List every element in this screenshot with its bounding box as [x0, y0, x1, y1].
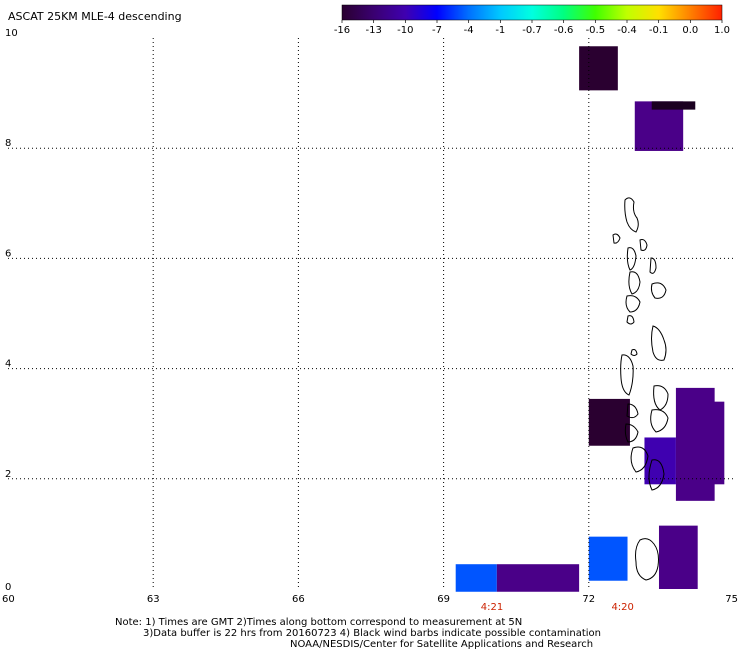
atoll-outline [651, 325, 667, 361]
atoll-outline [630, 446, 649, 473]
x-tick-label: 66 [292, 594, 305, 605]
map-title: ASCAT 25KM MLE-4 descending [8, 10, 182, 23]
note-line-2: 3)Data buffer is 22 hrs from 20160723 4)… [143, 628, 601, 639]
swath-cell [588, 536, 628, 581]
time-label: 4:20 [611, 602, 633, 613]
atoll-outline [624, 197, 639, 233]
swath-cell [658, 525, 698, 589]
atoll-outline [635, 538, 659, 581]
x-tick-label: 69 [437, 594, 450, 605]
colorbar-label: -16 [334, 25, 350, 36]
swath-cell [455, 564, 497, 592]
atoll-outline [650, 282, 667, 299]
x-tick-label: 60 [2, 594, 15, 605]
atoll-outline [626, 315, 635, 325]
swath-cell [496, 564, 580, 592]
y-tick-label: 10 [5, 28, 18, 39]
y-tick-label: 2 [5, 469, 11, 480]
time-labels: 4:21 4:20 [481, 602, 634, 613]
x-tick-label: 72 [582, 594, 595, 605]
colorbar-label: -7 [432, 25, 442, 36]
swath-cell [651, 101, 696, 110]
note-line-1: Note: 1) Times are GMT 2)Times along bot… [115, 617, 522, 628]
colorbar-label: -0.4 [617, 25, 637, 36]
atoll-outline [612, 233, 621, 244]
y-tick-label: 0 [5, 582, 11, 593]
atoll-outline [650, 409, 669, 433]
swath-cell [588, 398, 630, 446]
swath-cells [455, 46, 725, 592]
atoll-outline [624, 423, 639, 443]
colorbar-label: -10 [397, 25, 413, 36]
atoll-outline [653, 385, 669, 411]
atoll-outline [648, 459, 665, 491]
atoll-outline [620, 354, 634, 396]
atoll-outline [626, 247, 637, 271]
swath-cell [579, 46, 618, 91]
x-tick-label: 75 [725, 594, 738, 605]
colorbar-label: -4 [464, 25, 474, 36]
colorbar-label: 1.0 [714, 25, 730, 36]
atoll-outline [626, 403, 639, 419]
swath-cell [709, 401, 725, 485]
y-tick-label: 6 [5, 248, 11, 259]
axis-tick-labels: 60 63 66 69 72 75 0 2 4 6 8 10 [2, 28, 738, 605]
atoll-outline [649, 257, 657, 274]
y-tick-label: 4 [5, 359, 11, 370]
colorbar-label: -0.7 [522, 25, 542, 36]
colorbar-label: -0.6 [554, 25, 574, 36]
note-line-3: NOAA/NESDIS/Center for Satellite Applica… [290, 639, 593, 650]
atoll-outline [639, 239, 648, 251]
grid-lines [8, 38, 734, 589]
coastline-maldives [612, 197, 669, 581]
swath-cell [644, 437, 676, 485]
atoll-outline [628, 271, 641, 295]
swath-cell [675, 387, 715, 501]
colorbar-label: -1 [495, 25, 505, 36]
colorbar-label: -0.1 [649, 25, 669, 36]
colorbar-label: -13 [365, 25, 381, 36]
colorbar-label: -0.5 [586, 25, 606, 36]
atoll-outline [630, 349, 638, 356]
colorbar-label: 0.0 [682, 25, 698, 36]
x-tick-label: 63 [147, 594, 160, 605]
colorbar: -16 -13 -10 -7 -4 -1 -0.7 -0.6 -0.5 -0.4 -0.1 0.0 1.… [334, 4, 730, 36]
time-label: 4:21 [481, 602, 503, 613]
colorbar-gradient [341, 4, 723, 21]
y-tick-label: 8 [5, 138, 11, 149]
atoll-outline [625, 295, 641, 313]
